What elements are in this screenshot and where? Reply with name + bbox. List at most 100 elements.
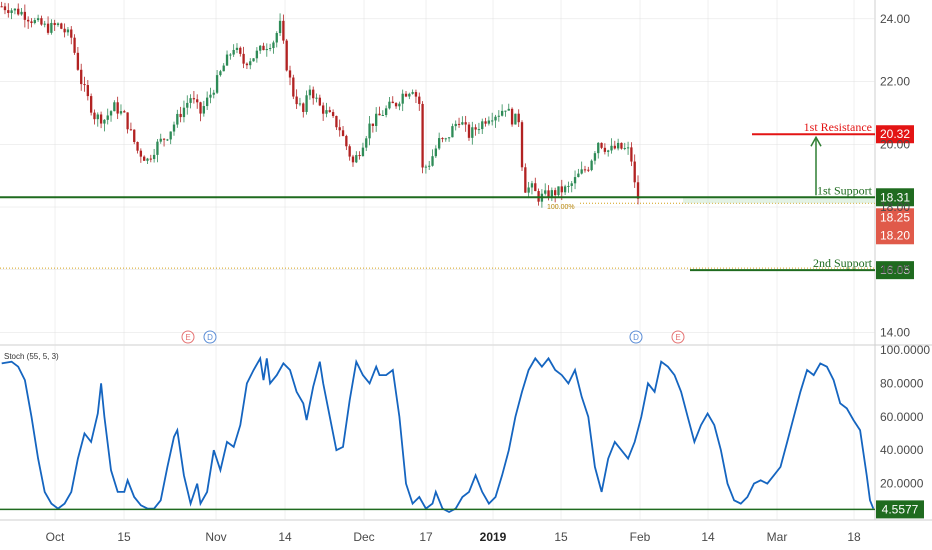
candle-body: [593, 153, 597, 161]
resistance-badge-text: 20.32: [880, 127, 910, 141]
dividend-marker[interactable]: [203, 330, 217, 344]
candle-body: [249, 61, 252, 66]
candle-body: [441, 138, 444, 140]
candle-body: [278, 20, 282, 34]
time-tick-label: Dec: [353, 530, 374, 544]
candle-body: [292, 77, 295, 97]
earnings-marker[interactable]: [181, 330, 195, 344]
candle-body: [348, 146, 351, 157]
stoch-tick-label: 100.0000: [880, 343, 930, 357]
candle-body: [30, 21, 33, 24]
candle-body: [451, 126, 454, 138]
support-1-badge: [876, 188, 914, 207]
candle-body: [613, 145, 616, 149]
time-tick-label: Feb: [630, 530, 651, 544]
stoch-level-badge-text: 4.5577: [882, 502, 919, 516]
candle-body: [109, 111, 113, 116]
candle-body: [209, 94, 212, 98]
candle-body: [597, 142, 600, 154]
candle-body: [554, 190, 557, 196]
candle-body: [388, 101, 391, 109]
candle-body: [391, 101, 394, 104]
candle-body: [50, 22, 53, 33]
candle-body: [169, 131, 172, 140]
candle-body: [368, 123, 371, 139]
candle-body: [43, 23, 46, 25]
candle-body: [338, 127, 341, 131]
candle-body: [239, 47, 242, 54]
candle-body: [570, 183, 573, 186]
candle-body: [13, 8, 17, 11]
price-tick-label: 16.00: [880, 263, 910, 277]
candle-body: [308, 89, 312, 96]
time-tick-label: 15: [554, 530, 568, 544]
candle-body: [590, 160, 593, 171]
candle-body: [152, 154, 156, 160]
candle-body: [401, 93, 404, 104]
candle-body: [560, 186, 563, 193]
candle-body: [46, 23, 50, 33]
candle-body: [262, 45, 265, 51]
candle-body: [398, 103, 401, 107]
candle-body: [527, 187, 530, 193]
candle-body: [444, 138, 447, 140]
earnings-marker[interactable]: [671, 330, 685, 344]
candle-body: [547, 190, 550, 199]
candle-body: [335, 115, 338, 128]
prev-close-badge-text: 18.20: [880, 228, 910, 242]
candle-body: [321, 105, 325, 114]
support-1-badge-text: 18.31: [880, 190, 910, 204]
time-tick-label: 17: [419, 530, 433, 544]
candle-body: [199, 102, 202, 114]
price-tick-label: 22.00: [880, 75, 910, 89]
grid: [0, 0, 875, 520]
candle-body: [371, 123, 375, 126]
candle-body: [27, 19, 30, 22]
dividend-marker[interactable]: [629, 330, 643, 344]
candle-body: [93, 112, 96, 120]
fib-100-label: 100.00%: [547, 204, 575, 211]
candle-body: [232, 49, 235, 55]
candle-body: [567, 185, 570, 187]
candle-body: [616, 142, 620, 149]
time-tick-label: 18: [847, 530, 861, 544]
price-tick-label: 20.00: [880, 137, 910, 151]
event-marker-label: D: [207, 333, 213, 342]
candle-body: [312, 89, 315, 99]
candle-body: [517, 113, 520, 123]
candle-body: [477, 129, 481, 131]
candle-body: [534, 183, 537, 192]
candle-body: [587, 169, 590, 171]
support-2-badge-text: 16.05: [880, 263, 910, 277]
stoch-indicator-label[interactable]: Stoch (55, 5, 3): [4, 352, 59, 361]
candle-body: [404, 93, 408, 97]
candle-body: [186, 102, 189, 108]
candle-body: [434, 148, 438, 157]
candle-body: [10, 10, 13, 13]
candle-body: [447, 137, 451, 139]
candle-body: [33, 20, 36, 24]
event-marker-label: E: [675, 333, 680, 342]
candle-body: [497, 115, 500, 117]
candle-body: [514, 113, 517, 125]
candle-body: [176, 113, 179, 125]
candle-body: [20, 11, 23, 15]
candle-body: [484, 121, 487, 124]
resistance-badge: [876, 125, 914, 144]
stoch-tick-label: 20.0000: [880, 477, 924, 491]
candle-body: [491, 120, 494, 122]
candle-body: [544, 190, 547, 194]
time-tick-label: 14: [278, 530, 292, 544]
candle-body: [222, 65, 225, 72]
candle-body: [620, 142, 623, 149]
candle-body: [36, 18, 40, 21]
candle-body: [252, 58, 255, 62]
last-price-badge-text: 18.25: [880, 210, 910, 224]
candle-body: [166, 139, 169, 141]
candle-body: [196, 99, 199, 103]
support-1-label: 1st Support: [817, 183, 873, 197]
stoch-line: [1, 355, 875, 514]
candle-body: [603, 147, 607, 152]
candle-body: [0, 6, 3, 8]
